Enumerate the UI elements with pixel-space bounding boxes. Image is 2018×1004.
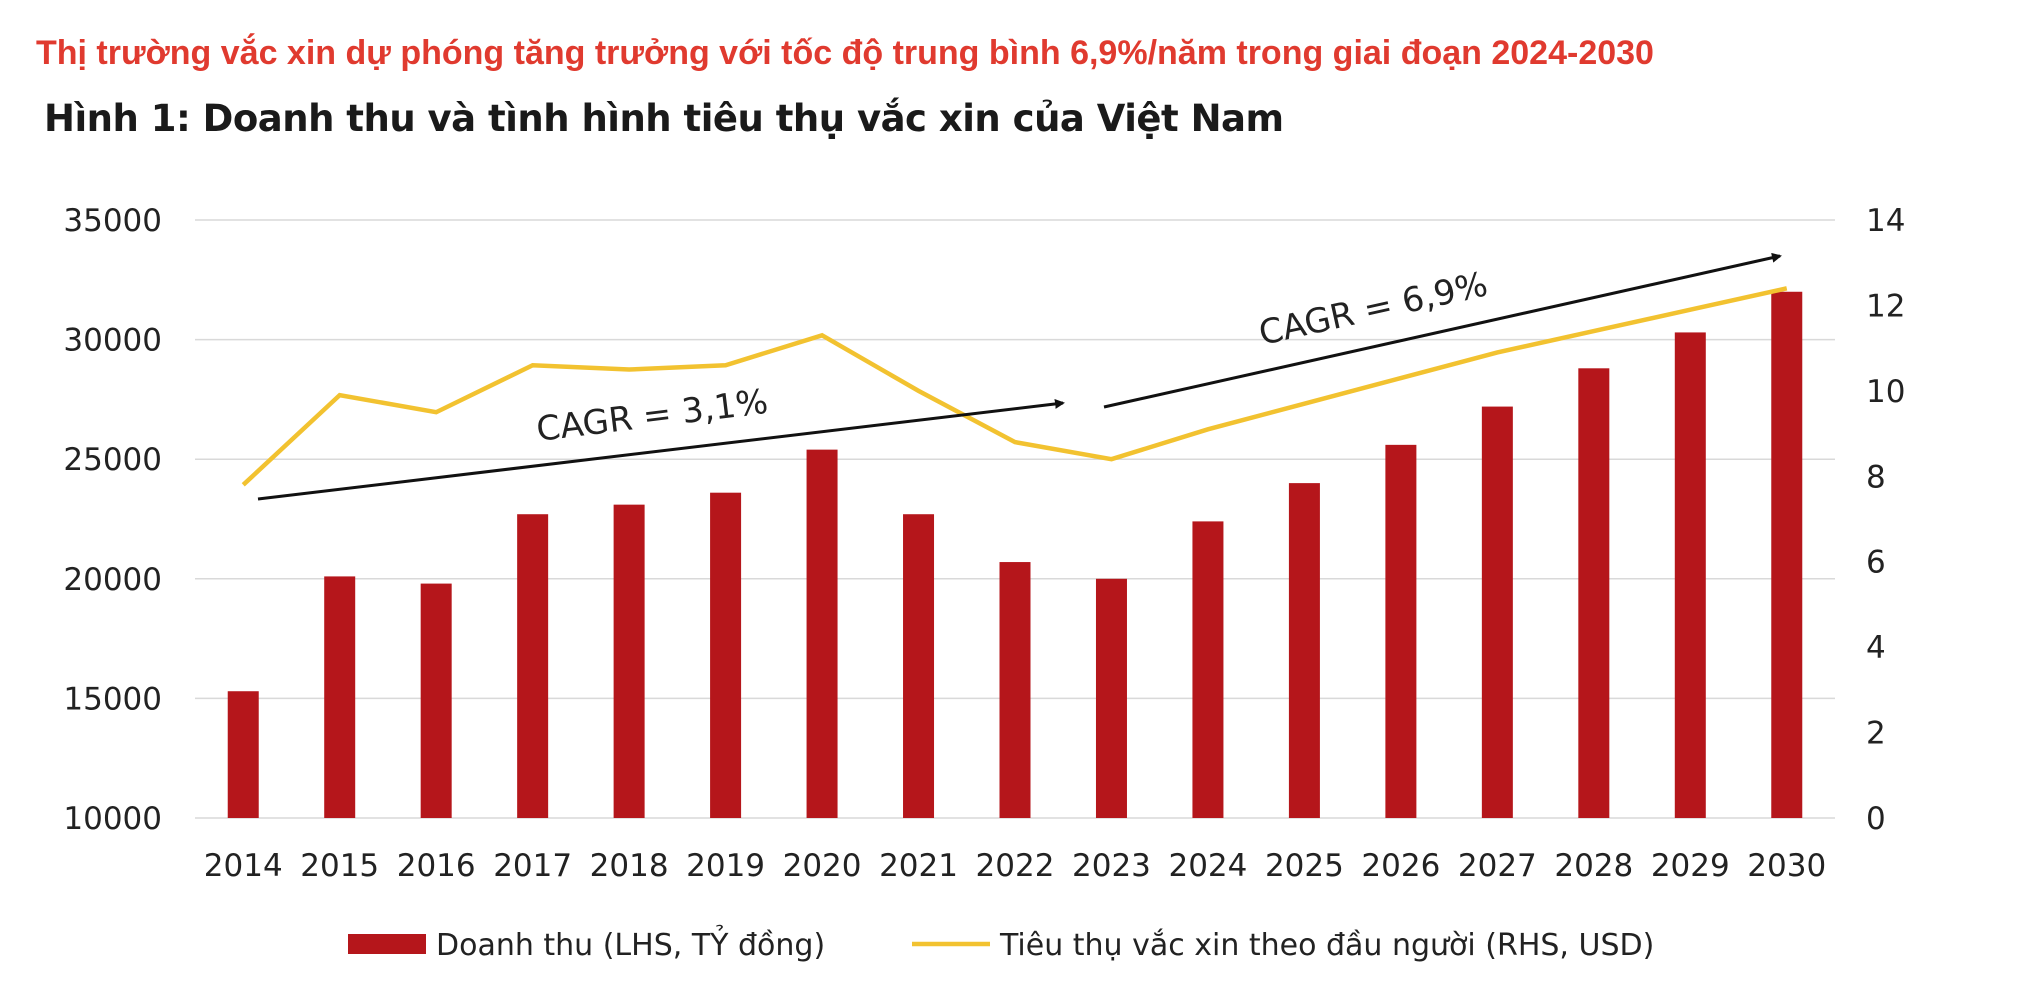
x-tick-label: 2020 xyxy=(783,848,862,884)
cagr-label-2: CAGR = 6,9% xyxy=(1255,264,1491,353)
bar xyxy=(613,504,645,818)
x-tick-label: 2026 xyxy=(1361,848,1440,884)
bar xyxy=(1095,578,1127,818)
y-right-tick-label: 12 xyxy=(1866,288,1905,324)
x-tick-label: 2024 xyxy=(1168,848,1247,884)
line-series xyxy=(241,286,1788,487)
cagr-label-1: CAGR = 3,1% xyxy=(534,382,770,450)
x-tick-label: 2018 xyxy=(590,848,669,884)
y-left-tick-label: 25000 xyxy=(63,442,162,478)
bar xyxy=(1674,332,1706,818)
x-tick-label: 2016 xyxy=(397,848,476,884)
bar xyxy=(903,514,935,818)
x-tick-label: 2022 xyxy=(976,848,1055,884)
bar xyxy=(1481,406,1513,818)
legend: Doanh thu (LHS, TỶ đồng) Tiêu thụ vắc xin… xyxy=(348,924,1654,963)
x-tick-label: 2015 xyxy=(300,848,379,884)
bar xyxy=(806,449,838,818)
bar xyxy=(324,576,356,818)
y-right-tick-label: 4 xyxy=(1866,630,1886,666)
bar xyxy=(1288,483,1320,818)
bar xyxy=(420,583,452,818)
page-headline: Thị trường vắc xin dự phóng tăng trưởng … xyxy=(36,34,1654,72)
cagr-arrow-1 xyxy=(257,398,1065,501)
bar xyxy=(1385,444,1417,818)
x-tick-label: 2021 xyxy=(879,848,958,884)
y-left-tick-label: 35000 xyxy=(63,203,162,239)
y-left-tick-label: 30000 xyxy=(63,323,162,359)
series-line xyxy=(241,286,1788,487)
bar xyxy=(999,562,1031,818)
cagr-arrow-2 xyxy=(1103,252,1782,409)
y-right-tick-label: 0 xyxy=(1866,801,1886,837)
y-left-tick-label: 15000 xyxy=(63,681,162,717)
x-tick-label: 2027 xyxy=(1458,848,1537,884)
bar xyxy=(1192,521,1224,818)
chart-title: Hình 1: Doanh thu và tình hình tiêu thụ … xyxy=(44,97,1284,140)
bar xyxy=(1771,291,1803,818)
bar xyxy=(517,514,549,818)
legend-label-line: Tiêu thụ vắc xin theo đầu người (RHS, US… xyxy=(999,928,1654,963)
y-right-tick-label: 14 xyxy=(1866,203,1905,239)
axes: 10000 15000 20000 25000 30000 35000 0 2 4 6 8 10 12 1… xyxy=(63,203,1905,884)
x-tick-label: 2023 xyxy=(1072,848,1151,884)
x-tick-label: 2019 xyxy=(686,848,765,884)
y-right-tick-label: 8 xyxy=(1866,459,1886,495)
legend-label-bar: Doanh thu (LHS, TỶ đồng) xyxy=(436,924,825,963)
x-tick-label: 2014 xyxy=(204,848,283,884)
bar xyxy=(1578,368,1610,818)
y-right-tick-label: 10 xyxy=(1866,374,1905,410)
bar xyxy=(227,691,259,818)
y-left-tick-label: 20000 xyxy=(63,562,162,598)
annotations: CAGR = 3,1% CAGR = 6,9% xyxy=(257,252,1782,501)
y-right-tick-label: 6 xyxy=(1866,545,1886,581)
legend-swatch-bar xyxy=(348,934,426,954)
x-tick-label: 2029 xyxy=(1651,848,1730,884)
y-right-tick-label: 2 xyxy=(1866,716,1886,752)
x-tick-label: 2025 xyxy=(1265,848,1344,884)
x-tick-label: 2028 xyxy=(1554,848,1633,884)
bar-series xyxy=(227,291,1803,818)
y-left-tick-label: 10000 xyxy=(63,801,162,837)
bar xyxy=(710,492,742,818)
x-tick-label: 2030 xyxy=(1747,848,1826,884)
x-tick-label: 2017 xyxy=(493,848,572,884)
